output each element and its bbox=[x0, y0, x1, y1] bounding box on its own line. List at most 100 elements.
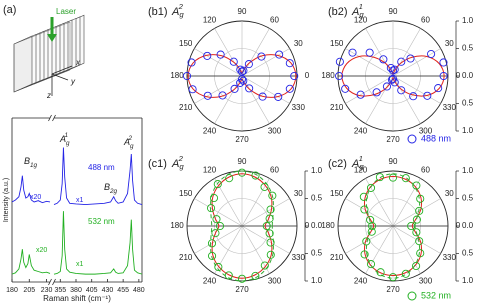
angle-label: 150 bbox=[330, 39, 344, 48]
angular-grid bbox=[241, 178, 270, 227]
fit-curve bbox=[365, 173, 421, 279]
panel-mode-base: A bbox=[171, 158, 179, 170]
data-point bbox=[266, 238, 275, 247]
angle-label: 180 bbox=[170, 71, 184, 80]
angle-label: 180 bbox=[321, 71, 335, 80]
laser-label: Laser bbox=[56, 7, 76, 16]
data-point bbox=[390, 78, 399, 87]
data-point bbox=[388, 66, 398, 75]
angular-grid bbox=[365, 28, 394, 77]
data-point bbox=[245, 84, 254, 93]
data-point bbox=[208, 251, 217, 260]
axis-letter: z bbox=[46, 91, 51, 100]
data-point bbox=[187, 58, 196, 67]
data-point bbox=[366, 260, 376, 269]
data-point bbox=[214, 262, 223, 272]
data-point bbox=[397, 86, 406, 95]
peak-label-base: x20 bbox=[30, 194, 41, 201]
angle-label: 0 bbox=[456, 71, 461, 80]
angular-grid bbox=[392, 178, 421, 227]
panel-title: (b2) bbox=[328, 6, 348, 18]
spectrum-line bbox=[53, 211, 143, 275]
radial-tick-label: 1.0 bbox=[462, 166, 474, 175]
data-point bbox=[251, 171, 260, 180]
data-point bbox=[211, 229, 220, 238]
panel-title: (c2) bbox=[328, 158, 347, 170]
angle-label: 300 bbox=[419, 277, 433, 286]
data-point bbox=[416, 194, 425, 203]
angular-grid bbox=[392, 225, 441, 254]
panel-title: (c1) bbox=[148, 158, 167, 170]
radial-tick-label: 1.0 bbox=[462, 126, 474, 135]
x-tick-label: 205 bbox=[23, 287, 35, 294]
data-point bbox=[258, 92, 267, 101]
angular-grid bbox=[392, 48, 441, 77]
spectrum-line bbox=[11, 175, 51, 204]
x-tick-label: 405 bbox=[86, 287, 98, 294]
peak-label-sub: 2g bbox=[109, 188, 118, 195]
peak-label-base: B bbox=[104, 182, 110, 192]
angular-grid bbox=[392, 75, 441, 104]
data-point bbox=[366, 183, 376, 192]
data-point bbox=[372, 88, 381, 97]
angle-label: 300 bbox=[268, 277, 282, 286]
data-point bbox=[368, 221, 377, 231]
angle-label: 120 bbox=[203, 16, 217, 25]
radial-tick-label: 1.0 bbox=[462, 16, 474, 25]
angular-grid bbox=[241, 225, 270, 274]
angle-label: 270 bbox=[235, 285, 249, 294]
peak-label-sub: 1g bbox=[30, 162, 38, 169]
angle-label: 90 bbox=[238, 157, 247, 166]
data-point bbox=[275, 50, 284, 59]
radial-tick-label: 0.0 bbox=[462, 221, 474, 230]
data-point bbox=[266, 205, 275, 214]
data-point bbox=[341, 84, 350, 93]
x-tick-label: 430 bbox=[102, 287, 114, 294]
data-point bbox=[290, 71, 299, 81]
radial-tick-label: 0.0 bbox=[311, 221, 323, 230]
data-point bbox=[285, 59, 294, 68]
data-point bbox=[416, 249, 425, 258]
angle-label: 150 bbox=[330, 189, 344, 198]
radial-tick-label: 0.5 bbox=[462, 249, 474, 258]
angle-label: 120 bbox=[203, 166, 217, 175]
x-tick-label: 480 bbox=[133, 287, 145, 294]
panel-mode-base: A bbox=[351, 6, 359, 18]
data-point bbox=[434, 84, 443, 93]
angular-grid bbox=[392, 198, 441, 227]
data-point bbox=[401, 269, 410, 278]
angle-label: 270 bbox=[235, 135, 249, 144]
angle-label: 60 bbox=[421, 16, 430, 25]
data-point bbox=[209, 193, 219, 203]
data-point bbox=[386, 63, 395, 73]
angular-grid bbox=[365, 178, 394, 227]
peak-label: B2g bbox=[104, 182, 118, 194]
data-point bbox=[412, 261, 421, 271]
data-point bbox=[379, 55, 388, 64]
angle-label: 210 bbox=[330, 253, 344, 262]
panel-title-base: (b1) bbox=[148, 6, 168, 18]
peak-label-sup: 1 bbox=[65, 132, 69, 139]
panel-mode-sup: 2 bbox=[178, 154, 184, 163]
angular-grid bbox=[392, 75, 421, 124]
angle-label: 240 bbox=[203, 277, 217, 286]
angle-label: 30 bbox=[445, 189, 454, 198]
angle-label: 60 bbox=[421, 166, 430, 175]
data-point bbox=[387, 75, 397, 84]
data-point bbox=[236, 65, 245, 74]
radial-tick-label: 1.0 bbox=[311, 166, 323, 175]
angle-label: 120 bbox=[354, 166, 368, 175]
x-tick-label: 230 bbox=[41, 287, 53, 294]
data-point bbox=[225, 174, 234, 183]
data-point bbox=[266, 250, 275, 259]
data-point bbox=[388, 273, 398, 282]
data-point bbox=[412, 181, 421, 190]
data-point bbox=[260, 182, 269, 191]
panel-title-base: (c2) bbox=[328, 158, 347, 170]
angular-grid bbox=[345, 48, 394, 77]
angular-grid bbox=[241, 28, 270, 77]
legend-label: 488 nm bbox=[421, 133, 451, 143]
radial-tick-label: 0.0 bbox=[462, 71, 474, 80]
data-point bbox=[237, 274, 247, 283]
